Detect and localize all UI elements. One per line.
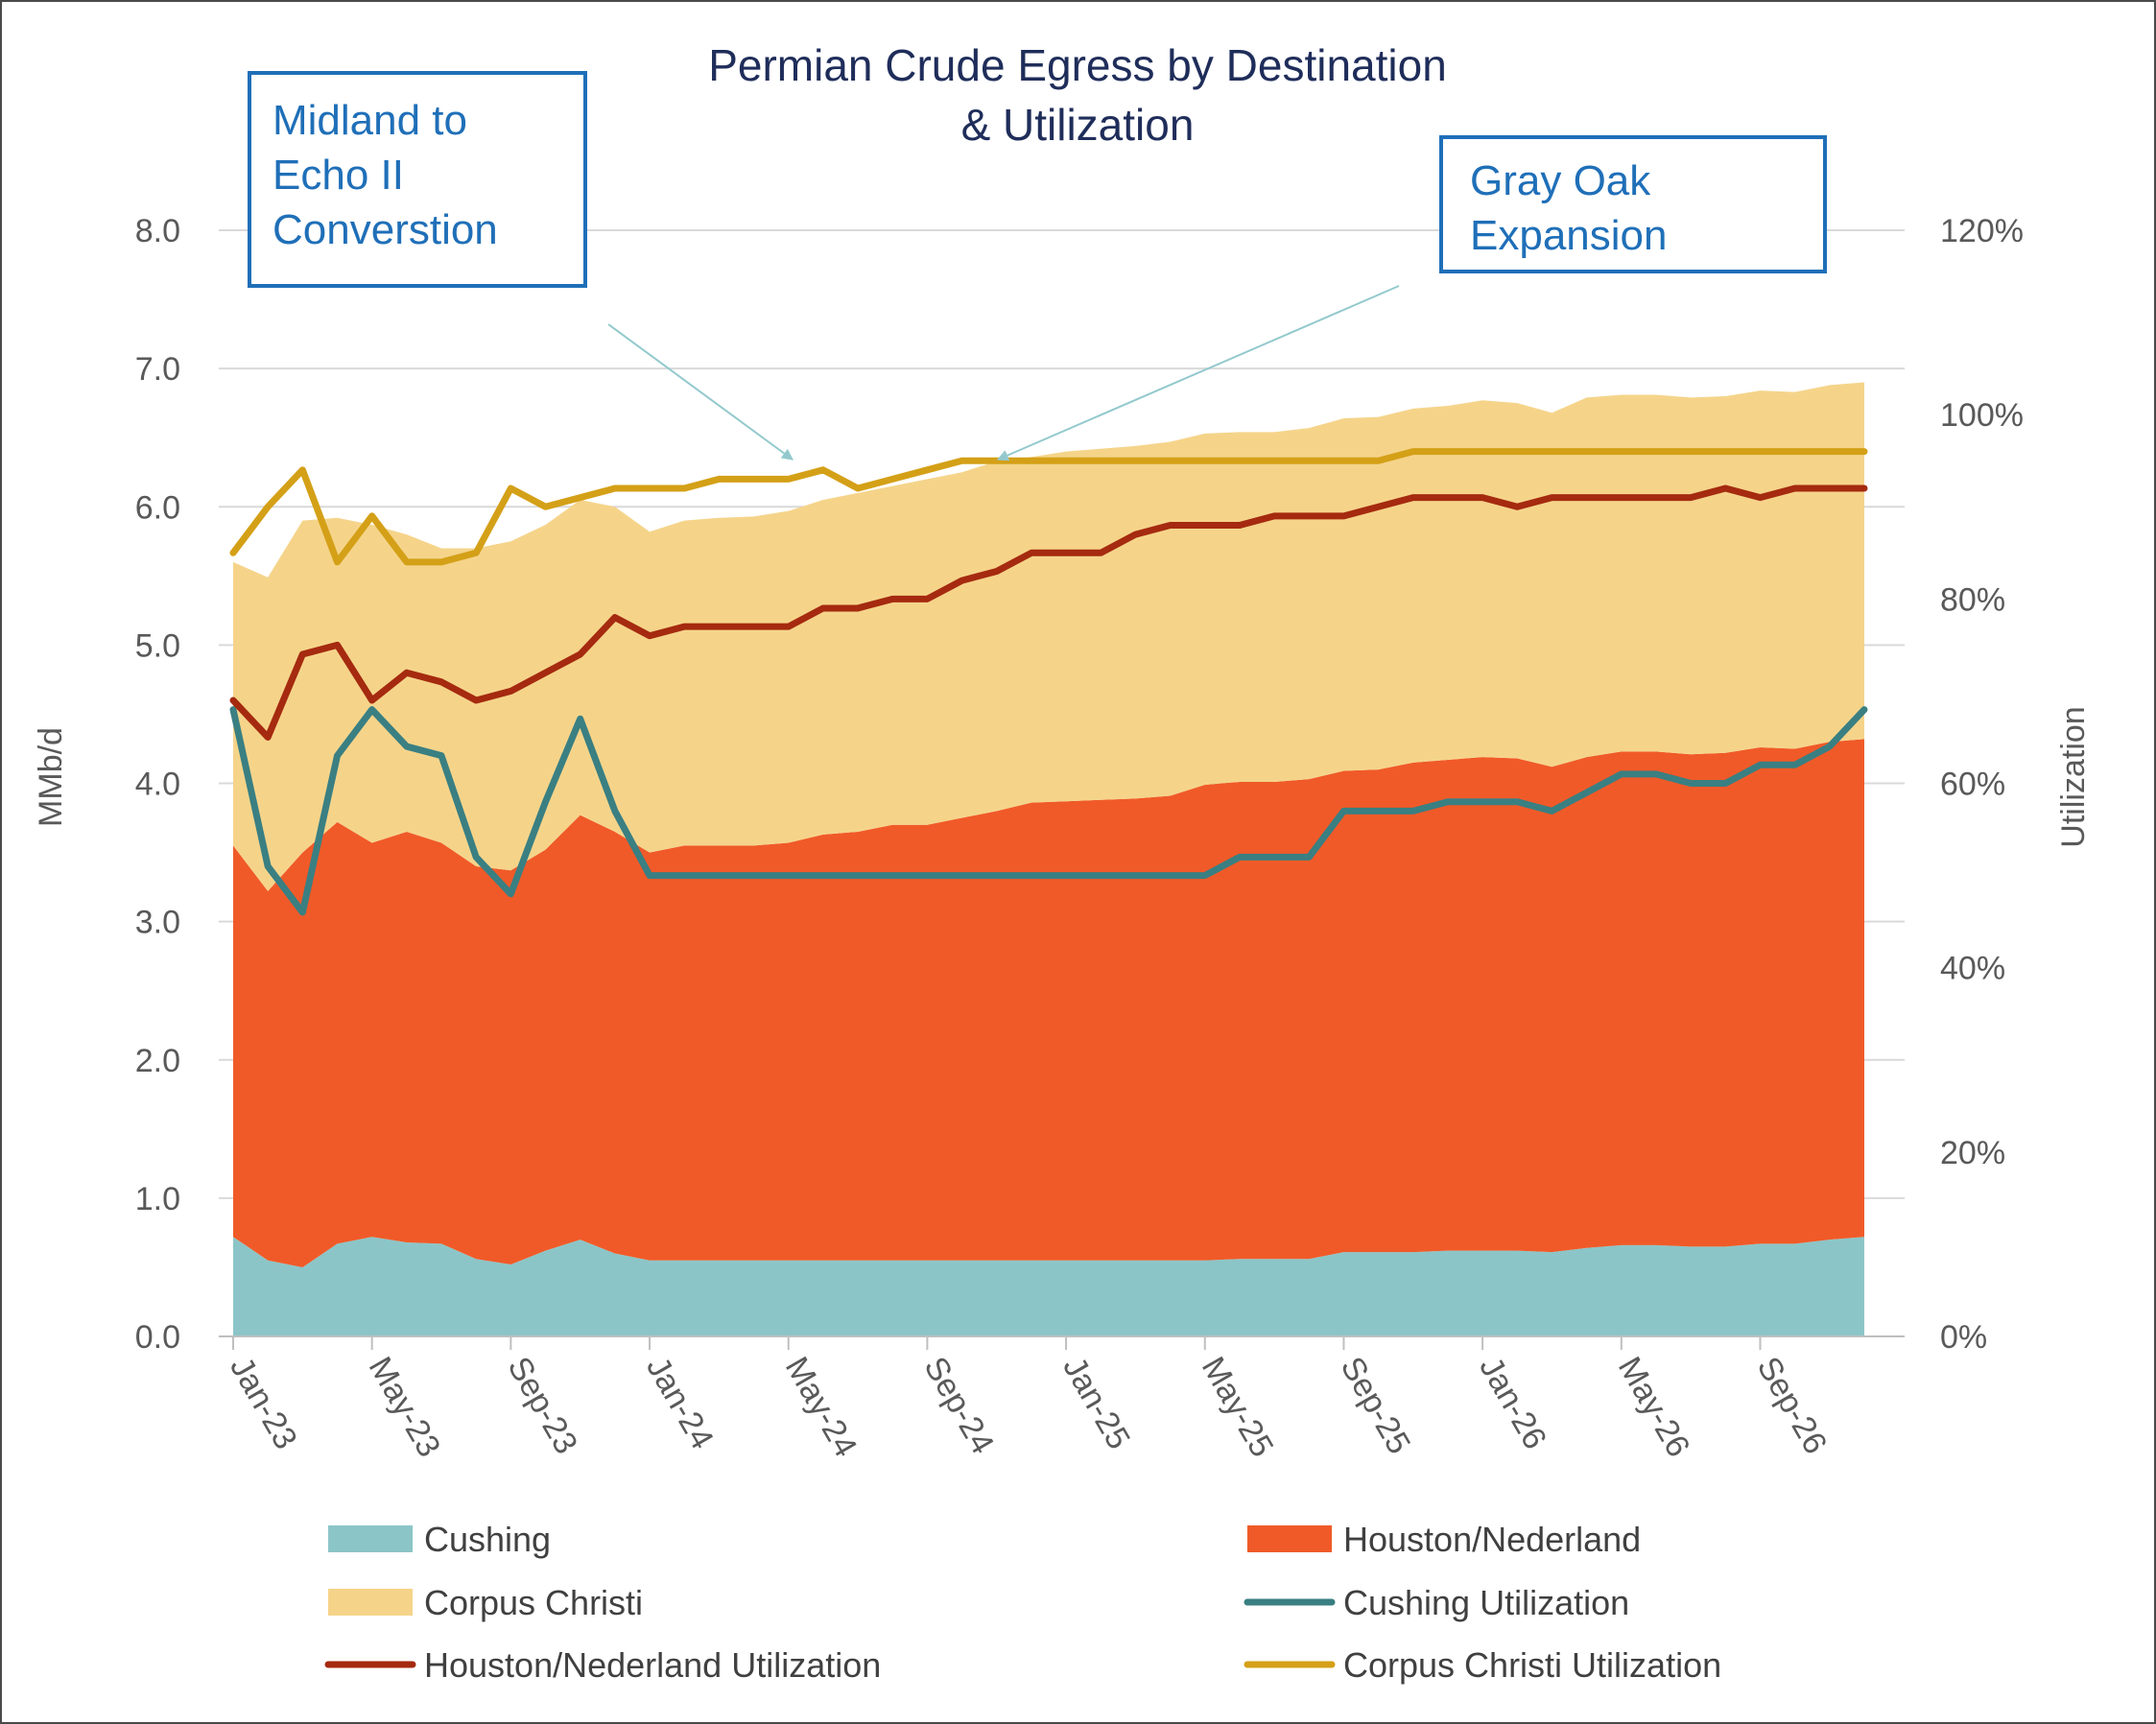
x-tick-label: May-24 xyxy=(778,1351,865,1463)
x-tick-label: Jan-25 xyxy=(1055,1351,1137,1455)
line-corpus-christi-utilization xyxy=(229,448,1868,566)
x-tick-label: May-25 xyxy=(1195,1351,1281,1463)
title-line: Permian Crude Egress by Destination xyxy=(708,40,1447,90)
y2-tick-label: 80% xyxy=(1940,581,2005,618)
annotation-text: Gray Oak xyxy=(1470,157,1651,204)
y2-axis-title: Utilization xyxy=(2055,706,2092,847)
legend-swatch xyxy=(1247,1525,1332,1552)
x-tick-label: May-23 xyxy=(362,1351,448,1463)
y-tick-label: 8.0 xyxy=(135,213,180,249)
y-tick-label: 2.0 xyxy=(135,1043,180,1079)
y-tick-label: 6.0 xyxy=(135,489,180,526)
annotation-text: Echo II xyxy=(272,152,404,199)
legend-label: Cushing xyxy=(424,1520,551,1559)
legend-label: Houston/Nederland xyxy=(1343,1520,1641,1559)
annotation-arrow xyxy=(607,323,794,461)
area-corpus-christi xyxy=(233,382,1864,891)
x-tick-label: Jan-26 xyxy=(1472,1351,1553,1455)
x-tick-label: Sep-24 xyxy=(916,1351,1001,1460)
legend-label: Cushing Utilization xyxy=(1343,1583,1629,1622)
annotation-text: Converstion xyxy=(272,206,498,253)
y2-tick-label: 20% xyxy=(1940,1135,2005,1171)
annotation-text: Midland to xyxy=(272,97,467,144)
utilization-lines xyxy=(229,448,1868,916)
legend-label: Houston/Nederland Utilization xyxy=(424,1645,881,1685)
annotation-box xyxy=(1439,135,1827,273)
y2-tick-label: 40% xyxy=(1940,951,2005,987)
y-axis-title: MMb/d xyxy=(33,727,69,827)
x-tick-label: Sep-23 xyxy=(500,1351,584,1460)
y-tick-label: 7.0 xyxy=(135,351,180,388)
y2-tick-label: 60% xyxy=(1940,767,2005,803)
x-tick-label: Jan-23 xyxy=(223,1351,304,1455)
y-tick-label: 4.0 xyxy=(135,767,180,803)
chart-title: Permian Crude Egress by Destination & Uti… xyxy=(708,40,1447,150)
legend-swatch xyxy=(328,1525,413,1552)
annotations: Midland to Echo II Converstion Gray Oak Expa… xyxy=(248,71,1827,461)
y-tick-label: 1.0 xyxy=(135,1181,180,1217)
x-tick-label: May-26 xyxy=(1611,1351,1697,1463)
x-tick-label: Sep-26 xyxy=(1750,1351,1835,1460)
annotation-box xyxy=(248,71,587,288)
line-cushing-utilization xyxy=(229,706,1868,916)
x-tick-label: Sep-25 xyxy=(1334,1351,1418,1460)
legend-swatch xyxy=(328,1589,413,1616)
stacked-areas xyxy=(233,382,1864,1336)
x-tick-label: Jan-24 xyxy=(639,1351,721,1455)
y2-tick-label: 0% xyxy=(1940,1319,1987,1356)
y2-tick-label: 100% xyxy=(1940,397,2024,434)
legend-label: Corpus Christi Utilization xyxy=(1343,1645,1721,1685)
y2-tick-label: 120% xyxy=(1940,213,2024,249)
y-tick-label: 3.0 xyxy=(135,905,180,941)
annotation-text: Expansion xyxy=(1470,212,1667,259)
annotation-arrow xyxy=(996,285,1400,461)
area-cushing xyxy=(233,1237,1864,1336)
line-houston-nederland-utilization xyxy=(229,484,1868,741)
legend-label: Corpus Christi xyxy=(424,1583,643,1622)
legend: Cushing Houston/Nederland Corpus Christi Cu… xyxy=(324,1520,1721,1685)
title-line: & Utilization xyxy=(961,100,1195,150)
y-tick-label: 5.0 xyxy=(135,627,180,664)
y-tick-label: 0.0 xyxy=(135,1319,180,1356)
area-houston-nederland xyxy=(233,739,1864,1267)
